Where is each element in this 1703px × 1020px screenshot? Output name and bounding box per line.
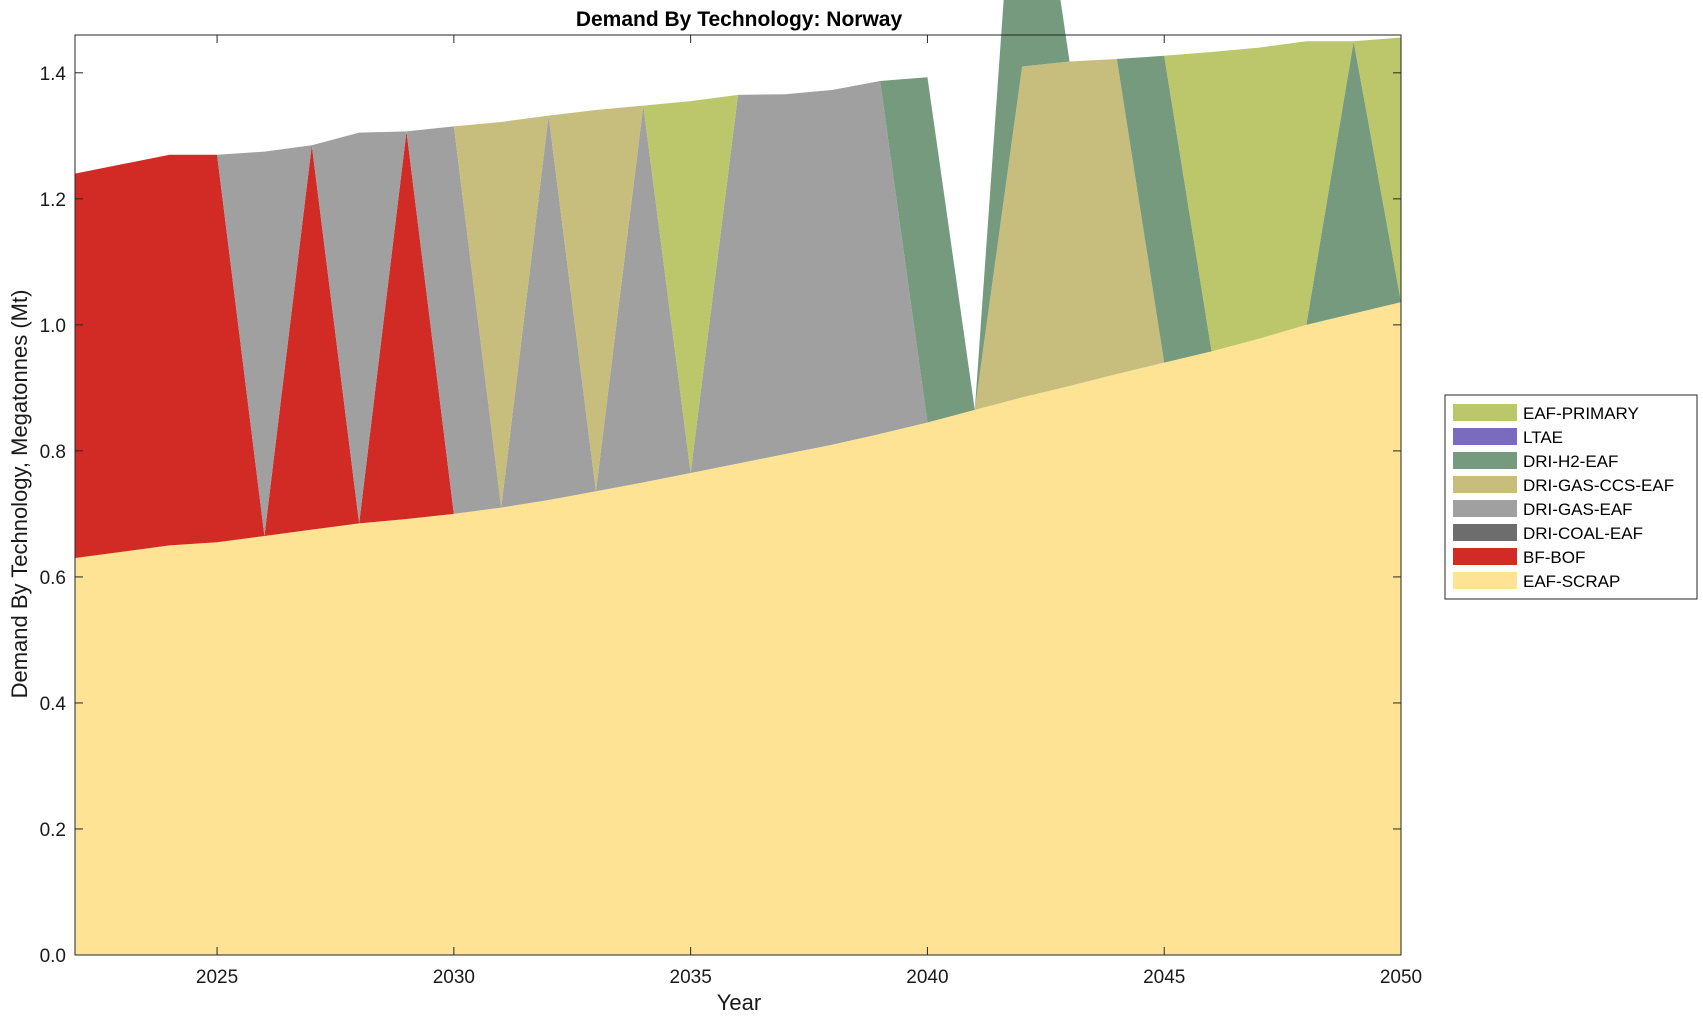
legend-label: EAF-PRIMARY bbox=[1523, 404, 1639, 423]
legend-swatch bbox=[1453, 572, 1517, 589]
x-tick-label: 2035 bbox=[670, 967, 712, 988]
y-tick-label: 0.6 bbox=[40, 568, 66, 589]
x-tick-label: 2040 bbox=[906, 967, 948, 988]
y-tick-label: 0.8 bbox=[40, 442, 66, 463]
x-tick-label: 2045 bbox=[1143, 967, 1185, 988]
x-tick-label: 2050 bbox=[1380, 967, 1422, 988]
legend-swatch bbox=[1453, 548, 1517, 565]
y-tick-label: 0.0 bbox=[40, 946, 66, 967]
area-layers bbox=[75, 0, 1401, 955]
area-dri-gas-eaf bbox=[75, 81, 1401, 536]
y-tick-label: 1.2 bbox=[40, 190, 66, 211]
plot-frame bbox=[74, 34, 1402, 956]
area-dri-gas-ccs-eaf bbox=[75, 58, 1401, 508]
legend-label: DRI-GAS-CCS-EAF bbox=[1523, 476, 1674, 495]
area-bf-bof bbox=[75, 131, 1401, 559]
y-tick-label: 1.4 bbox=[40, 64, 67, 85]
legend-label: DRI-GAS-EAF bbox=[1523, 500, 1633, 519]
legend-swatch bbox=[1453, 476, 1517, 493]
legend-swatch bbox=[1453, 524, 1517, 541]
axis-ticks: 2025 2030 2035 2040 2045 2050 0.0 0.2 0.4 0.6 0.8 1… bbox=[40, 35, 1422, 988]
legend-label: EAF-SCRAP bbox=[1523, 572, 1620, 591]
area-eaf-scrap bbox=[75, 302, 1401, 955]
legend-label: LTAE bbox=[1523, 428, 1563, 447]
y-tick-label: 0.2 bbox=[40, 820, 66, 841]
x-tick-label: 2030 bbox=[433, 967, 475, 988]
legend-swatch bbox=[1453, 452, 1517, 469]
area-eaf-primary bbox=[75, 0, 1401, 473]
legend: EAF-PRIMARY LTAE DRI-H2-EAF DRI-GAS-CCS-EAF… bbox=[1444, 394, 1698, 600]
legend-swatch bbox=[1453, 428, 1517, 445]
legend-label: DRI-COAL-EAF bbox=[1523, 524, 1643, 543]
legend-label: DRI-H2-EAF bbox=[1523, 452, 1618, 471]
x-axis-label: Year bbox=[717, 990, 761, 1015]
x-tick-label: 2025 bbox=[196, 967, 238, 988]
y-tick-label: 0.4 bbox=[40, 694, 67, 715]
legend-swatch bbox=[1453, 500, 1517, 517]
legend-box bbox=[1444, 394, 1698, 600]
y-tick-label: 1.0 bbox=[40, 316, 66, 337]
legend-swatch bbox=[1453, 404, 1517, 421]
chart-title: Demand By Technology: Norway bbox=[576, 8, 903, 31]
legend-label: BF-BOF bbox=[1523, 548, 1585, 567]
y-axis-label: Demand By Technology, Megatonnes (Mt) bbox=[7, 290, 32, 699]
